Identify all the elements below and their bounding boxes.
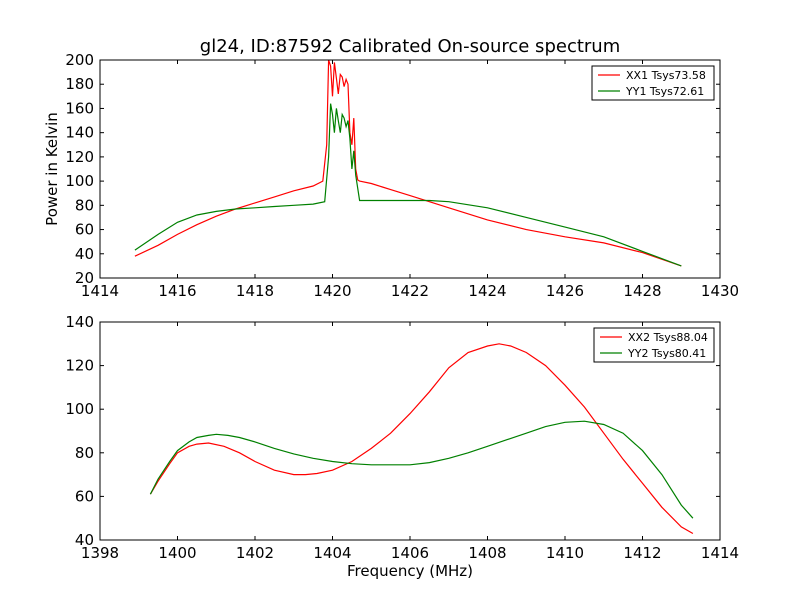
x-tick-label: 1402 xyxy=(236,544,274,562)
y-tick-label: 100 xyxy=(65,400,94,418)
y-tick-label: 120 xyxy=(65,357,94,375)
y-tick-label: 20 xyxy=(75,269,94,287)
y-tick-label: 180 xyxy=(65,75,94,93)
x-tick-label: 1408 xyxy=(468,544,506,562)
x-tick-label: 1406 xyxy=(391,544,429,562)
x-tick-label: 1420 xyxy=(313,282,351,300)
legend-entry: XX1 Tsys73.58 xyxy=(626,69,706,82)
y-tick-label: 40 xyxy=(75,245,94,263)
x-tick-label: 1410 xyxy=(546,544,584,562)
series-line-2-1 xyxy=(149,343,694,535)
x-tick-label: 1422 xyxy=(391,282,429,300)
x-tick-label: 1398 xyxy=(81,544,119,562)
x-tick-label: 1430 xyxy=(701,282,739,300)
legend-box xyxy=(591,65,715,101)
x-tick-label: 1426 xyxy=(546,282,584,300)
legend-box xyxy=(593,327,715,363)
y-tick-label: 60 xyxy=(75,221,94,239)
series-line-1-1 xyxy=(134,60,682,267)
legend-entry: YY1 Tsys72.61 xyxy=(625,85,704,98)
x-tick-label: 1418 xyxy=(236,282,274,300)
x-tick-label: 1428 xyxy=(623,282,661,300)
x-tick-label: 1416 xyxy=(158,282,196,300)
x-tick-label: 1404 xyxy=(313,544,351,562)
legend-entry: YY2 Tsys80.41 xyxy=(627,347,706,360)
x-tick-label: 1400 xyxy=(158,544,196,562)
plots: 1414 1416 1418 1420 1422 1424 1426 1428 1430 20 40… xyxy=(65,51,739,562)
y-tick-label: 160 xyxy=(65,99,94,117)
y-tick-label: 120 xyxy=(65,148,94,166)
y-tick-label: 40 xyxy=(75,531,94,549)
y-tick-label: 60 xyxy=(75,487,94,505)
x-tick-label: 1414 xyxy=(81,282,119,300)
x-tick-label: 1412 xyxy=(623,544,661,562)
x-tick-label: 1414 xyxy=(701,544,739,562)
x-axis-label: Frequency (MHz) xyxy=(347,562,473,580)
panel-2: 1398 1400 1402 1404 1406 1408 1410 1412 1414 40 60… xyxy=(65,313,739,562)
legend-1: XX1 Tsys73.58 YY1 Tsys72.61 xyxy=(591,65,715,101)
y-tick-label: 140 xyxy=(65,124,94,142)
y-tick-label: 200 xyxy=(65,51,94,69)
panel-1: 1414 1416 1418 1420 1422 1424 1426 1428 1430 20 40… xyxy=(65,51,739,300)
legend-entry: XX2 Tsys88.04 xyxy=(628,331,708,344)
y-tick-label: 140 xyxy=(65,313,94,331)
y-tick-label: 80 xyxy=(75,444,94,462)
chart-title: gl24, ID:87592 Calibrated On-source spec… xyxy=(200,36,620,57)
x-tick-label: 1424 xyxy=(468,282,506,300)
series-line-2-2 xyxy=(149,420,694,519)
legend-2: XX2 Tsys88.04 YY2 Tsys80.41 xyxy=(593,327,715,363)
y-tick-label: 100 xyxy=(65,172,94,190)
series-line-1-2 xyxy=(134,103,682,267)
y-axis-label: Power in Kelvin xyxy=(43,112,61,226)
y-tick-label: 80 xyxy=(75,196,94,214)
